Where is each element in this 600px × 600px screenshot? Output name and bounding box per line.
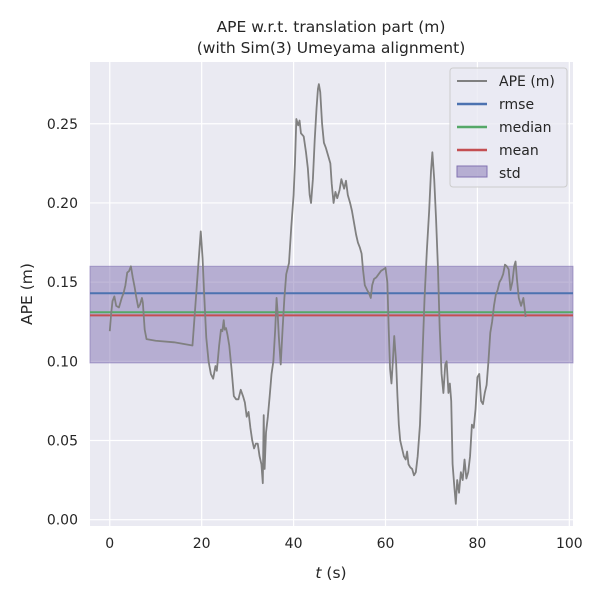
- x-tick-label: 20: [193, 536, 211, 552]
- x-tick-label: 0: [105, 536, 114, 552]
- legend-label-mean: mean: [499, 143, 539, 159]
- x-axis-label-var: t: [315, 564, 322, 582]
- y-tick-label: 0.05: [47, 433, 78, 449]
- x-tick-label: 80: [468, 536, 486, 552]
- legend: APE (m) rmse median mean std: [449, 67, 568, 188]
- y-tick-label: 0.15: [47, 275, 78, 291]
- y-axis-label: APE (m): [18, 263, 36, 325]
- x-tick-labels: 0 20 40 60 80 100: [105, 536, 582, 552]
- legend-label-rmse: rmse: [499, 97, 534, 113]
- legend-swatch-std: [456, 165, 488, 178]
- x-tick-label: 40: [285, 536, 303, 552]
- legend-label-std: std: [499, 166, 521, 182]
- legend-box: [449, 67, 568, 188]
- x-tick-label: 60: [377, 536, 395, 552]
- y-tick-label: 0.25: [47, 117, 78, 133]
- x-axis-label: t (s): [315, 564, 346, 582]
- x-axis-label-unit: (s): [321, 564, 346, 582]
- y-tick-label: 0.10: [47, 354, 78, 370]
- chart-title-line1: APE w.r.t. translation part (m): [217, 18, 446, 36]
- y-tick-labels: 0.00 0.05 0.10 0.15 0.20 0.25: [47, 117, 78, 529]
- x-tick-label: 100: [556, 536, 583, 552]
- legend-label-median: median: [499, 120, 551, 136]
- chart-title-line2: (with Sim(3) Umeyama alignment): [197, 39, 466, 57]
- y-tick-label: 0.00: [47, 513, 78, 529]
- ape-series-line: [108, 83, 527, 505]
- y-tick-label: 0.20: [47, 196, 78, 212]
- legend-label-ape: APE (m): [499, 74, 555, 90]
